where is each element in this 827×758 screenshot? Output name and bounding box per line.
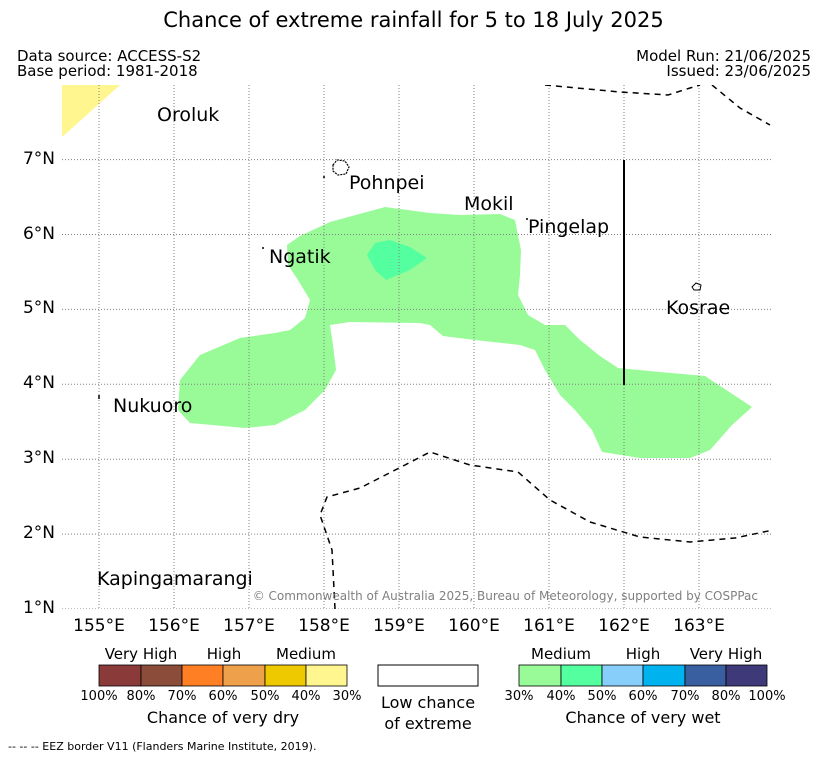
legend-swatch <box>99 665 141 686</box>
y-tick-label: 2°N <box>0 523 55 543</box>
wet-30-40-area <box>178 207 752 458</box>
x-tick-label: 159°E <box>369 616 429 636</box>
legend-swatch <box>643 665 685 686</box>
y-tick-label: 5°N <box>0 298 55 318</box>
legend-low-line1: Low chance <box>378 693 478 712</box>
place-pingelap: Pingelap <box>528 216 609 238</box>
x-tick-label: 155°E <box>69 616 129 636</box>
legend-swatch <box>685 665 726 686</box>
kosrae-island-outline <box>692 283 701 290</box>
legend-swatch <box>726 665 767 686</box>
legend-swatch <box>223 665 265 686</box>
x-tick-label: 163°E <box>669 616 729 636</box>
copyright-notice: © Commonwealth of Australia 2025, Bureau… <box>253 589 758 603</box>
place-pohnpei: Pohnpei <box>349 172 425 194</box>
y-tick-label: 7°N <box>0 149 55 169</box>
legend-dry-colorbar <box>99 665 347 686</box>
legend-header-label: Very High <box>676 645 776 663</box>
y-tick-label: 4°N <box>0 373 55 393</box>
x-tick-label: 160°E <box>444 616 504 636</box>
legend-header-label: Medium <box>256 645 356 663</box>
legend-low-chance-box <box>378 665 478 686</box>
place-kosrae: Kosrae <box>666 297 730 319</box>
y-tick-label: 3°N <box>0 448 55 468</box>
legend-tick-label: 30% <box>322 689 372 704</box>
legend-swatch <box>519 665 561 686</box>
place-oroluk: Oroluk <box>157 104 219 126</box>
y-tick-label: 1°N <box>0 598 55 618</box>
legend-swatch <box>306 665 347 686</box>
eez-footnote: -- -- -- EEZ border V11 (Flanders Marine… <box>8 740 316 753</box>
dry-30-40-area <box>62 85 120 137</box>
legend-swatch <box>602 665 643 686</box>
pohnpei-island-outline <box>333 160 349 175</box>
legend-dry-caption: Chance of very dry <box>83 708 363 727</box>
x-tick-label: 156°E <box>144 616 204 636</box>
y-tick-label: 6°N <box>0 224 55 244</box>
place-mokil: Mokil <box>464 193 514 215</box>
ant-atoll-marker <box>323 176 325 178</box>
map-grid <box>62 85 773 609</box>
legend-low-line2: of extreme <box>378 714 478 733</box>
legend-swatch <box>561 665 602 686</box>
legend-wet-colorbar <box>519 665 767 686</box>
place-ngatik: Ngatik <box>269 246 331 268</box>
x-tick-label: 158°E <box>294 616 354 636</box>
legend-tick-label: 100% <box>742 689 792 704</box>
legend-swatch <box>182 665 223 686</box>
legend-swatch <box>141 665 182 686</box>
legend-swatch <box>265 665 306 686</box>
legend-wet-caption: Chance of very wet <box>503 708 783 727</box>
place-kapingamarangi: Kapingamarangi <box>97 568 253 590</box>
x-tick-label: 161°E <box>519 616 579 636</box>
x-tick-label: 162°E <box>594 616 654 636</box>
place-nukuoro: Nukuoro <box>113 395 192 417</box>
x-tick-label: 157°E <box>219 616 279 636</box>
ngatik-marker <box>262 247 264 249</box>
